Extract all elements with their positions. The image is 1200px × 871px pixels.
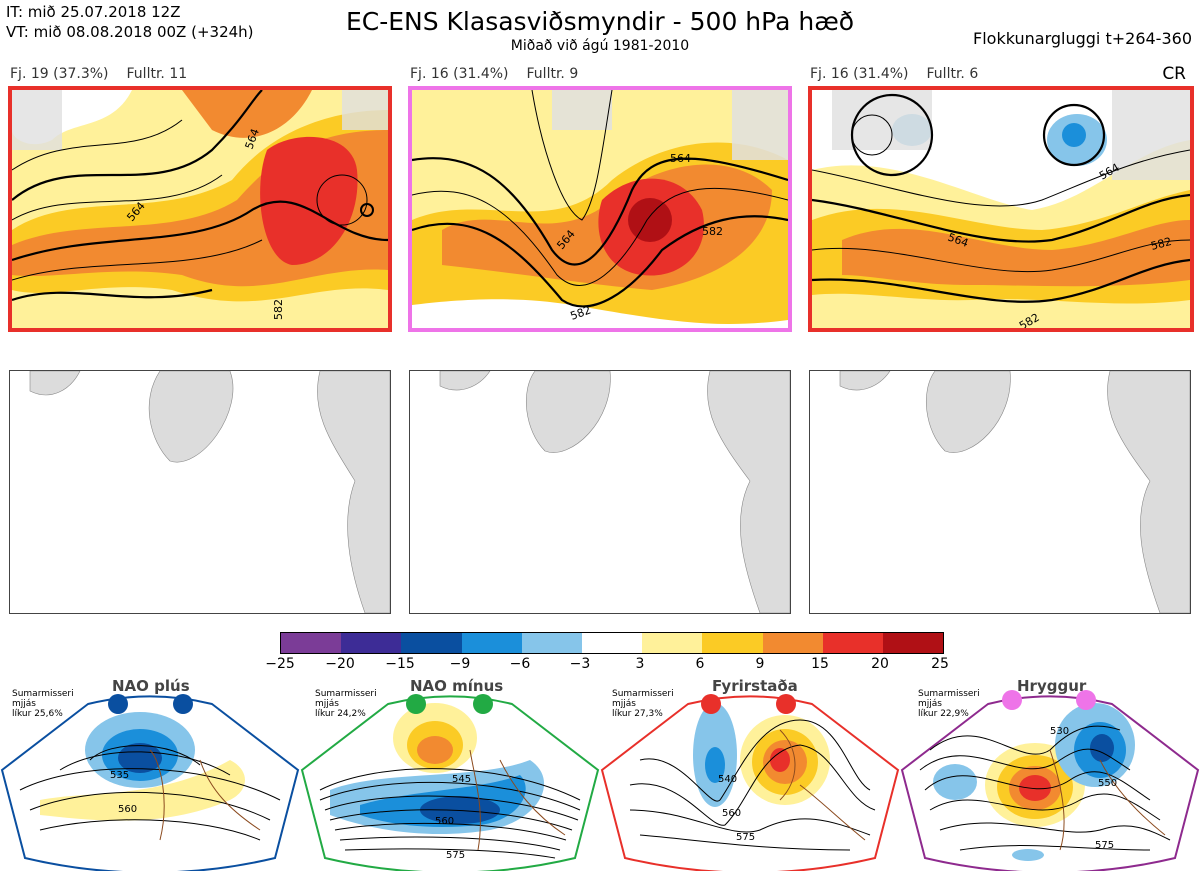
regime-probability: líkur 22,9%: [918, 709, 969, 719]
regime-months: mjjás: [612, 699, 636, 709]
contour-label: 564: [670, 152, 691, 165]
colorbar-swatch: [581, 633, 643, 653]
colorbar-swatch: [281, 633, 342, 653]
regime-season: Sumarmisseri: [612, 689, 674, 699]
regime-months: mjjás: [12, 699, 36, 709]
contour-label: 575: [446, 850, 465, 861]
regime-season: Sumarmisseri: [315, 689, 377, 699]
regime-map-nao-plus[interactable]: 535 560: [0, 690, 300, 871]
cluster-code: CR: [1162, 64, 1186, 84]
init-time: IT: mið 25.07.2018 12Z: [6, 3, 181, 21]
panel-2-label: Fj. 16 (31.4%) Fulltr. 9: [410, 66, 596, 82]
colorbar-label: 3: [635, 656, 645, 672]
regime-months: mjjás: [918, 699, 942, 709]
regime-4-marker-dot: [1002, 690, 1022, 710]
classification-window: Flokkunargluggi t+264-360: [973, 29, 1192, 48]
regime-1-info: Sumarmisseri mjjás líkur 25,6%: [12, 689, 74, 719]
empty-map-3: [809, 370, 1191, 614]
regime-probability: líkur 27,3%: [612, 709, 663, 719]
colorbar-swatch: [762, 633, 823, 653]
regime-1-marker-dot: [173, 694, 193, 714]
regime-2-marker-dot: [473, 694, 493, 714]
regime-1-title: NAO plús: [112, 677, 190, 695]
regime-3-title: Fyrirstaða: [712, 677, 798, 695]
regime-3-marker-dot: [701, 694, 721, 714]
contour-label: 530: [1050, 726, 1069, 737]
contour-label: 582: [1149, 235, 1173, 253]
colorbar-label: 20: [871, 656, 889, 672]
regime-map-nao-minus[interactable]: 545 560 575: [300, 690, 600, 871]
valid-time: VT: mið 08.08.2018 00Z (+324h): [6, 23, 254, 41]
panel-1-rep: Fulltr. 11: [126, 66, 188, 82]
contour-label: 560: [435, 816, 454, 827]
panel-1-count: Fj. 19 (37.3%): [10, 66, 109, 82]
colorbar-label: −9: [449, 656, 471, 672]
contour-label: 582: [272, 299, 285, 320]
page-subtitle: Miðað við ágú 1981-2010: [510, 38, 690, 54]
contour-label: 575: [736, 832, 755, 843]
contour-label: 550: [1098, 778, 1117, 789]
panel-3-rep: Fulltr. 6: [926, 66, 979, 82]
contour-label: 535: [110, 770, 129, 781]
contour-label: 540: [718, 774, 737, 785]
colorbar-swatch: [521, 633, 582, 653]
regime-probability: líkur 25,6%: [12, 709, 63, 719]
colorbar-label: −15: [385, 656, 415, 672]
contour-label: 560: [722, 808, 741, 819]
regime-season: Sumarmisseri: [918, 689, 980, 699]
regime-3-marker-dot: [776, 694, 796, 714]
regime-map-ridge[interactable]: 530 550 575: [900, 690, 1200, 871]
regime-4-marker-dot: [1076, 690, 1096, 710]
colorbar-label: 9: [755, 656, 765, 672]
cluster-map-1[interactable]: 564 564 582: [8, 86, 392, 332]
panel-2-count: Fj. 16 (31.4%): [410, 66, 509, 82]
colorbar-swatch: [642, 633, 703, 653]
regime-4-title: Hryggur: [1017, 677, 1087, 695]
colorbar-swatch: [882, 633, 944, 653]
regime-2-marker-dot: [406, 694, 426, 714]
colorbar-swatch: [341, 633, 402, 653]
panel-3-label: Fj. 16 (31.4%) Fulltr. 6: [810, 66, 996, 82]
colorbar-label: 25: [931, 656, 949, 672]
colorbar-label: −6: [509, 656, 531, 672]
regime-3-info: Sumarmisseri mjjás líkur 27,3%: [612, 689, 674, 719]
panel-3-count: Fj. 16 (31.4%): [810, 66, 909, 82]
cluster-map-3[interactable]: 564 564 582 582: [808, 86, 1194, 332]
init-time-info: IT: mið 25.07.2018 12Z VT: mið 08.08.201…: [6, 2, 254, 42]
regime-months: mjjás: [315, 699, 339, 709]
contour-label: 545: [452, 774, 471, 785]
contour-label: 560: [118, 804, 137, 815]
colorbar: [280, 632, 944, 654]
colorbar-label: −3: [569, 656, 591, 672]
colorbar-swatch: [822, 633, 883, 653]
regime-season: Sumarmisseri: [12, 689, 74, 699]
colorbar-swatch: [401, 633, 462, 653]
colorbar-label: 15: [811, 656, 829, 672]
panel-2-rep: Fulltr. 9: [526, 66, 579, 82]
cluster-map-2[interactable]: 564 564 582 582: [408, 86, 792, 332]
empty-map-1: [9, 370, 391, 614]
colorbar-label: −25: [265, 656, 295, 672]
regime-2-title: NAO mínus: [410, 677, 504, 695]
contour-label: 582: [702, 225, 723, 238]
regime-1-marker-dot: [108, 694, 128, 714]
regime-4-info: Sumarmisseri mjjás líkur 22,9%: [918, 689, 980, 719]
colorbar-swatch: [702, 633, 763, 653]
panel-1-label: Fj. 19 (37.3%) Fulltr. 11: [10, 66, 205, 82]
regime-2-info: Sumarmisseri mjjás líkur 24,2%: [315, 689, 377, 719]
regime-map-blocking[interactable]: 540 560 575: [600, 690, 900, 871]
empty-map-2: [409, 370, 791, 614]
colorbar-label: −20: [325, 656, 355, 672]
colorbar-label: 6: [695, 656, 705, 672]
colorbar-swatch: [461, 633, 522, 653]
regime-probability: líkur 24,2%: [315, 709, 366, 719]
contour-label: 575: [1095, 840, 1114, 851]
page-title: EC-ENS Klasasviðsmyndir - 500 hPa hæð: [345, 7, 855, 36]
